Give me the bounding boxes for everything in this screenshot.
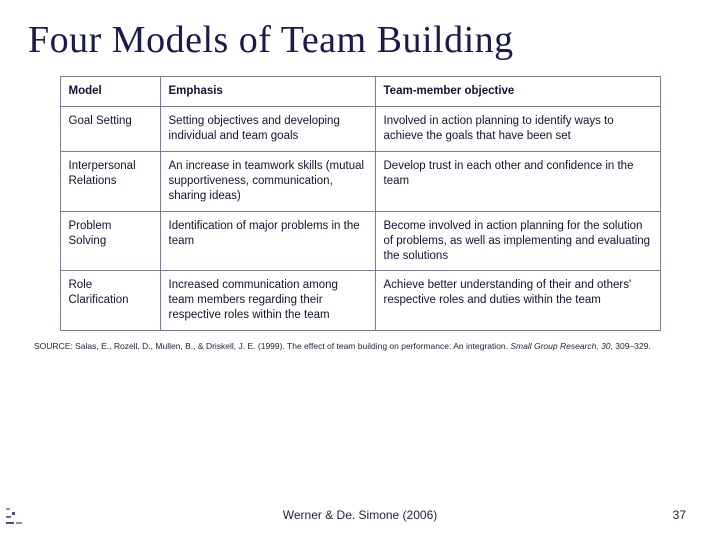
models-table: Model Emphasis Team-member objective Goa… [60,76,661,331]
cell-model: Interpersonal Relations [60,151,160,211]
table-row: Problem Solving Identification of major … [60,211,660,271]
corner-accent-icon [6,498,40,528]
cell-objective: Develop trust in each other and confiden… [375,151,660,211]
cell-model: Goal Setting [60,106,160,151]
cell-emphasis: Setting objectives and developing indivi… [160,106,375,151]
col-header-model: Model [60,77,160,107]
table-header-row: Model Emphasis Team-member objective [60,77,660,107]
col-header-objective: Team-member objective [375,77,660,107]
source-prefix: SOURCE: Salas, E., Rozell, D., Mullen, B… [34,341,510,351]
source-italic: Small Group Research, 30 [510,341,610,351]
cell-emphasis: Identification of major problems in the … [160,211,375,271]
cell-objective: Become involved in action planning for t… [375,211,660,271]
footer-author: Werner & De. Simone (2006) [0,508,720,522]
cell-model: Role Clarification [60,271,160,331]
source-suffix: , 309–329. [611,341,651,351]
col-header-emphasis: Emphasis [160,77,375,107]
slide: Four Models of Team Building Model Empha… [0,0,720,540]
cell-model: Problem Solving [60,211,160,271]
table-row: Goal Setting Setting objectives and deve… [60,106,660,151]
page-number: 37 [673,508,686,522]
cell-emphasis: Increased communication among team membe… [160,271,375,331]
source-citation: SOURCE: Salas, E., Rozell, D., Mullen, B… [28,341,692,351]
table-row: Role Clarification Increased communicati… [60,271,660,331]
cell-objective: Achieve better understanding of their an… [375,271,660,331]
slide-title: Four Models of Team Building [28,18,692,62]
table-row: Interpersonal Relations An increase in t… [60,151,660,211]
cell-emphasis: An increase in teamwork skills (mutual s… [160,151,375,211]
cell-objective: Involved in action planning to identify … [375,106,660,151]
